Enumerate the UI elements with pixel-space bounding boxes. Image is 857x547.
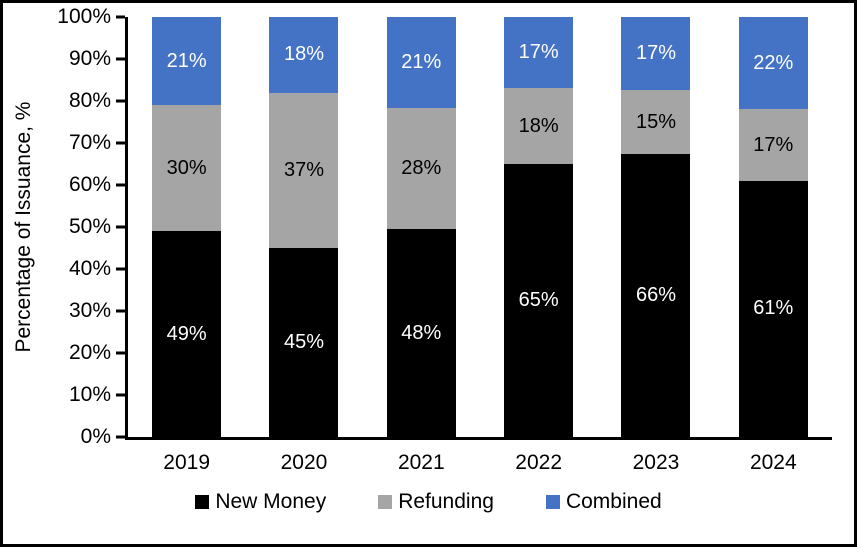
stacked-bar-2019: 49% 30% 21% xyxy=(152,17,222,437)
data-label: 17% xyxy=(635,41,676,64)
bar-segment-combined: 21% xyxy=(386,17,456,108)
y-tick-mark xyxy=(116,393,125,397)
legend-item-refunding: Refunding xyxy=(378,490,494,514)
bar-slot-2023: 66% 15% 17% xyxy=(597,17,714,437)
y-tick-mark xyxy=(116,15,125,19)
data-label: 49% xyxy=(166,322,207,345)
bar-segment-refunding: 37% xyxy=(269,92,339,248)
y-tick-label: 70% xyxy=(68,131,111,154)
data-label: 17% xyxy=(753,133,794,156)
legend-item-new-money: New Money xyxy=(195,490,326,514)
stacked-bar-2021: 48% 28% 21% xyxy=(386,17,456,437)
y-tick-label: 90% xyxy=(68,47,111,70)
bar-segment-refunding: 28% xyxy=(386,107,456,230)
refunding-swatch-icon xyxy=(378,495,393,509)
y-tick-label: 10% xyxy=(68,383,111,406)
legend-label-new-money: New Money xyxy=(215,490,327,513)
x-tick-label: 2021 xyxy=(397,451,445,474)
y-tick-mark xyxy=(116,99,125,103)
x-tick-label: 2020 xyxy=(280,451,328,474)
bar-segment-combined: 21% xyxy=(152,17,222,106)
legend-label-refunding: Refunding xyxy=(398,490,494,513)
y-tick-mark xyxy=(116,435,125,439)
stacked-bar-2022: 65% 18% 17% xyxy=(504,17,574,437)
bar-segment-new-money: 48% xyxy=(386,229,456,437)
y-tick-mark xyxy=(116,309,125,313)
data-label: 45% xyxy=(283,331,324,353)
bar-segment-new-money: 65% xyxy=(504,164,574,437)
y-tick-label: 60% xyxy=(68,173,111,196)
bar-segment-new-money: 49% xyxy=(152,231,222,437)
bar-slot-2020: 45% 37% 18% xyxy=(245,17,362,437)
plot-area: 49% 30% 21% 45% 37% 18% 48% 28% 21% 65% 18% 17% 66% 1… xyxy=(125,17,832,440)
x-tick-label: 2024 xyxy=(749,451,797,474)
bar-slot-2022: 65% 18% 17% xyxy=(480,17,597,437)
bar-slot-2019: 49% 30% 21% xyxy=(128,17,245,437)
y-tick-label: 40% xyxy=(68,257,111,280)
data-label: 66% xyxy=(635,284,676,307)
y-tick-mark xyxy=(116,183,125,187)
new-money-swatch-icon xyxy=(195,495,210,509)
bar-slot-2021: 48% 28% 21% xyxy=(363,17,480,437)
stacked-bar-2020: 45% 37% 18% xyxy=(269,17,339,437)
legend-label-combined: Combined xyxy=(565,490,662,513)
legend-item-combined: Combined xyxy=(545,490,662,514)
x-tick-label: 2019 xyxy=(163,451,211,474)
bar-segment-new-money: 61% xyxy=(738,180,808,437)
y-tick-label: 30% xyxy=(68,299,111,322)
bar-segment-refunding: 15% xyxy=(621,89,691,155)
y-tick-label: 100% xyxy=(57,5,111,28)
data-label: 22% xyxy=(753,51,794,74)
stacked-bar-2024: 61% 17% 22% xyxy=(738,17,808,437)
x-axis-labels: 2019 2020 2021 2022 2023 2024 xyxy=(128,451,832,475)
bar-segment-new-money: 45% xyxy=(269,248,339,437)
x-tick-label: 2022 xyxy=(515,451,562,474)
y-tick-label: 20% xyxy=(68,341,111,364)
y-tick-label: 0% xyxy=(80,425,111,448)
y-axis-labels: 0% 10% 20% 30% 40% 50% 60% 70% 80% 90% 100% xyxy=(3,5,111,448)
data-label: 48% xyxy=(401,321,442,344)
data-label: 30% xyxy=(166,156,207,179)
stacked-bar-2023: 66% 15% 17% xyxy=(621,17,691,437)
data-label: 61% xyxy=(753,297,794,320)
y-tick-label: 80% xyxy=(68,89,111,112)
data-label: 18% xyxy=(518,114,559,137)
y-tick-mark xyxy=(116,57,125,61)
y-tick-mark xyxy=(116,267,125,271)
combined-swatch-icon xyxy=(545,495,560,509)
y-tick-label: 50% xyxy=(68,215,111,238)
data-label: 21% xyxy=(166,49,207,72)
bar-segment-new-money: 66% xyxy=(621,154,691,437)
data-label: 17% xyxy=(518,41,559,64)
y-tick-mark xyxy=(116,351,125,355)
chart-legend: New Money Refunding Combined xyxy=(3,490,854,514)
bar-segment-combined: 22% xyxy=(738,17,808,110)
bar-segment-combined: 17% xyxy=(621,17,691,90)
bar-segment-combined: 18% xyxy=(269,17,339,93)
bar-segment-refunding: 18% xyxy=(504,88,574,164)
bar-segment-refunding: 30% xyxy=(152,105,222,232)
bar-slot-2024: 61% 17% 22% xyxy=(715,17,832,437)
y-axis-ticks xyxy=(116,15,125,439)
y-tick-mark xyxy=(116,141,125,145)
data-label: 18% xyxy=(283,43,324,66)
y-tick-mark xyxy=(116,225,125,229)
bar-segment-combined: 17% xyxy=(504,17,574,89)
data-label: 37% xyxy=(283,158,324,181)
bar-segment-refunding: 17% xyxy=(738,109,808,181)
data-label: 15% xyxy=(635,110,676,133)
data-label: 21% xyxy=(401,50,442,73)
data-label: 65% xyxy=(518,289,559,311)
x-tick-label: 2023 xyxy=(632,451,680,474)
data-label: 28% xyxy=(401,157,442,180)
